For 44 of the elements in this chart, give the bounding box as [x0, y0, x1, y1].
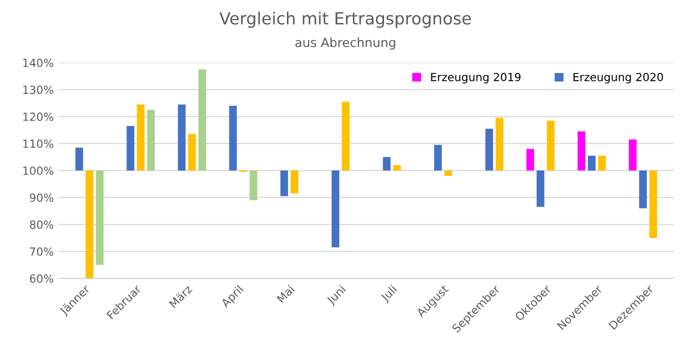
y-tick-label: 80%: [30, 220, 54, 229]
legend-label: Erzeugung 2019: [431, 72, 521, 84]
bar: [229, 106, 237, 171]
y-tick-label: 120%: [23, 112, 54, 121]
bar: [588, 156, 596, 171]
y-tick-label: 60%: [30, 274, 54, 283]
bar: [546, 120, 555, 171]
bar: [598, 156, 606, 171]
bar: [382, 157, 391, 171]
bar: [86, 170, 94, 278]
bar: [198, 69, 206, 171]
y-tick-label: 90%: [30, 193, 54, 202]
bar: [526, 148, 534, 171]
bar: [75, 148, 84, 171]
bar: [393, 165, 401, 171]
bar: [444, 170, 452, 176]
y-tick-label: 100%: [23, 166, 54, 175]
bar: [342, 102, 350, 171]
bar: [290, 170, 298, 194]
x-tick-label: Mai: [276, 284, 295, 304]
bar: [280, 170, 288, 196]
y-tick-label: 140%: [23, 58, 54, 68]
bar: [434, 144, 442, 171]
bar: [485, 128, 494, 171]
bar: [126, 126, 134, 171]
bar: [578, 131, 586, 171]
bar: [136, 104, 145, 171]
y-tick-label: 70%: [30, 247, 54, 256]
bar: [536, 170, 544, 207]
bar: [250, 170, 258, 200]
bar: [96, 170, 104, 265]
bar: [188, 134, 196, 171]
bar: [649, 170, 658, 238]
bar: [147, 110, 155, 171]
y-tick-label: 110%: [23, 140, 54, 148]
legend-label: Erzeugung 2020: [574, 72, 663, 84]
chart-title: Vergleich mit Ertragsprognose: [219, 12, 471, 28]
bar: [178, 104, 186, 171]
bar: [628, 140, 637, 171]
bar: [496, 118, 504, 171]
bar: [639, 170, 647, 208]
bar: [332, 170, 340, 248]
chart-subtitle: aus Abrechnung: [295, 37, 396, 50]
y-tick-label: 130%: [23, 86, 54, 94]
